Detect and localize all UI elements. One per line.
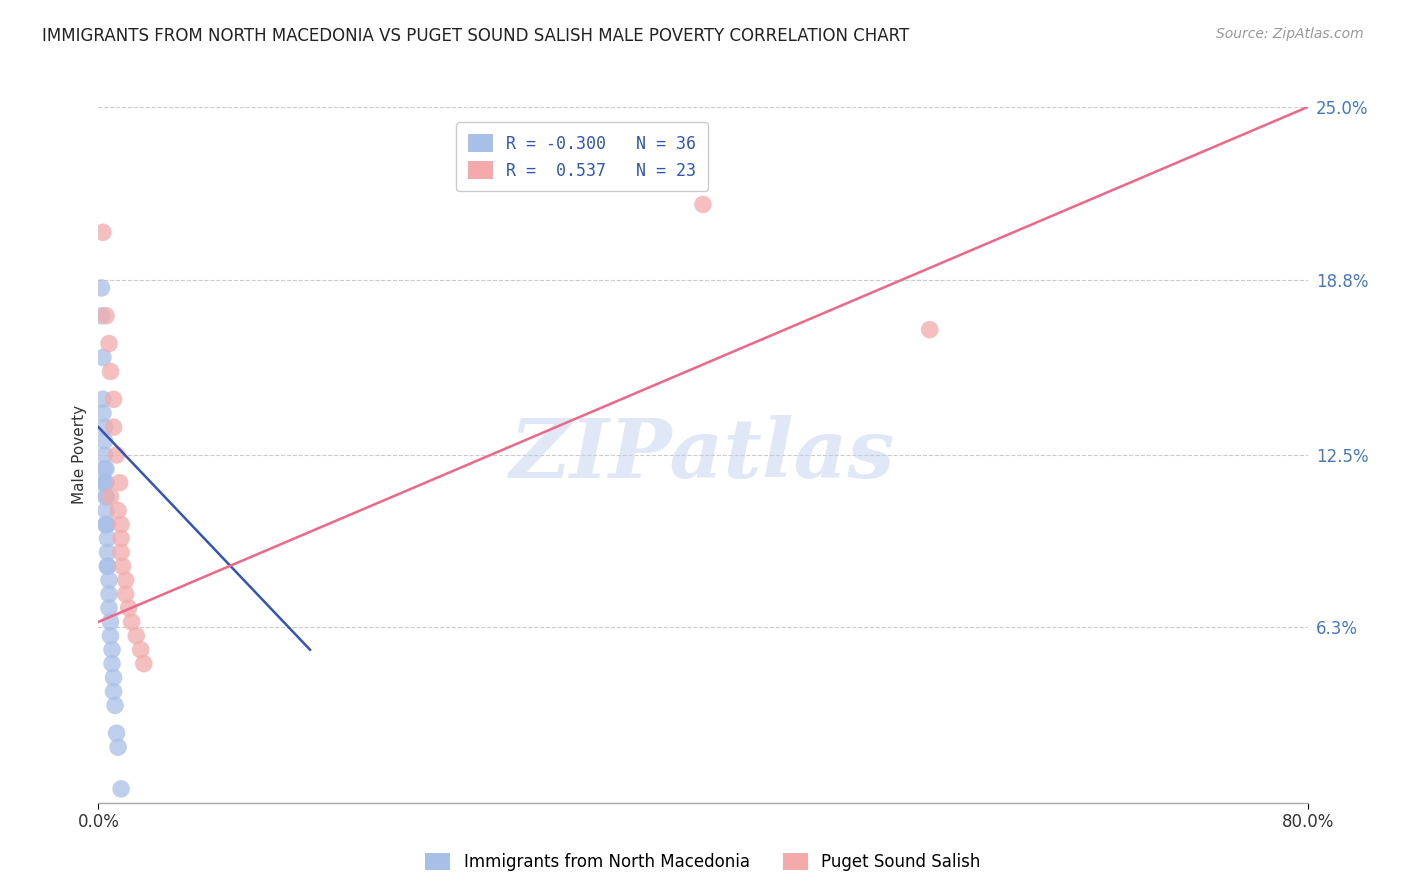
Point: [105, 448, 128, 462]
Point: [103, 420, 125, 434]
Point: [96, 532, 118, 546]
Text: IMMIGRANTS FROM NORTH MACEDONIA VS PUGET SOUND SALISH MALE POVERTY CORRELATION C: IMMIGRANTS FROM NORTH MACEDONIA VS PUGET…: [42, 27, 910, 45]
Point: [91, 351, 114, 365]
Point: [118, 601, 141, 615]
Point: [121, 615, 143, 629]
Point: [108, 475, 131, 490]
Point: [103, 684, 125, 698]
Point: [94, 517, 117, 532]
Point: [110, 532, 132, 546]
Point: [90, 281, 112, 295]
Point: [129, 642, 152, 657]
Point: [100, 364, 122, 378]
Point: [94, 309, 117, 323]
Point: [96, 517, 118, 532]
Point: [111, 559, 134, 574]
Point: [90, 309, 112, 323]
Point: [107, 740, 129, 755]
Point: [107, 503, 129, 517]
Point: [100, 629, 122, 643]
Point: [100, 490, 122, 504]
Point: [93, 434, 115, 448]
Point: [132, 657, 155, 671]
Point: [96, 545, 118, 559]
Point: [98, 587, 121, 601]
Point: [114, 573, 136, 587]
Point: [110, 545, 132, 559]
Point: [94, 490, 117, 504]
Point: [96, 559, 118, 574]
Point: [91, 406, 114, 420]
Point: [98, 601, 121, 615]
Point: [98, 336, 121, 351]
Point: [110, 517, 132, 532]
Point: [100, 615, 122, 629]
Point: [104, 698, 127, 713]
Point: [125, 629, 148, 643]
Point: [94, 490, 117, 504]
Point: [94, 462, 117, 476]
Point: [94, 475, 117, 490]
Point: [91, 392, 114, 407]
Point: [94, 503, 117, 517]
Point: [94, 475, 117, 490]
Text: Source: ZipAtlas.com: Source: ZipAtlas.com: [1216, 27, 1364, 41]
Point: [692, 197, 714, 211]
Point: [114, 587, 136, 601]
Point: [105, 726, 128, 740]
Legend: Immigrants from North Macedonia, Puget Sound Salish: Immigrants from North Macedonia, Puget S…: [418, 845, 988, 880]
Point: [98, 573, 121, 587]
Legend: R = -0.300   N = 36, R =  0.537   N = 23: R = -0.300 N = 36, R = 0.537 N = 23: [457, 122, 707, 191]
Point: [110, 781, 132, 796]
Text: ZIPatlas: ZIPatlas: [510, 415, 896, 495]
Point: [91, 225, 114, 239]
Point: [93, 462, 115, 476]
Point: [94, 517, 117, 532]
Point: [93, 448, 115, 462]
Point: [101, 642, 124, 657]
Point: [103, 392, 125, 407]
Point: [93, 420, 115, 434]
Point: [96, 559, 118, 574]
Point: [918, 323, 941, 337]
Point: [101, 657, 124, 671]
Y-axis label: Male Poverty: Male Poverty: [72, 405, 87, 505]
Point: [103, 671, 125, 685]
Point: [91, 475, 114, 490]
